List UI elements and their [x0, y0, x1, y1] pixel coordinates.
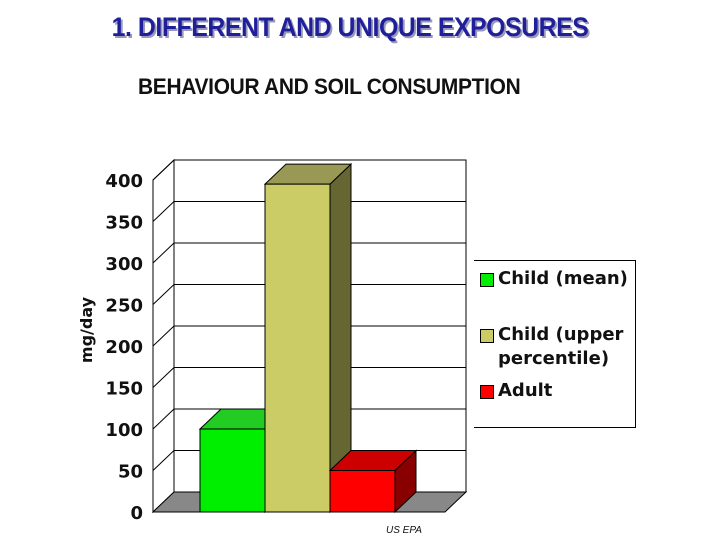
legend-item-child-upper: Child (upper percentile) — [480, 323, 630, 371]
gridline-side — [152, 201, 175, 222]
y-tick-label: 400 — [105, 171, 143, 192]
legend-swatch-child-mean — [480, 273, 494, 287]
slide-subtitle: BEHAVIOUR AND SOIL CONSUMPTION — [138, 74, 521, 99]
legend-swatch-child-upper — [480, 329, 494, 343]
legend-item-adult: Adult — [480, 379, 552, 403]
y-tick-label: 300 — [105, 254, 143, 275]
slide-title: 1. DIFFERENT AND UNIQUE EXPOSURES — [111, 12, 589, 42]
y-tick-label: 0 — [130, 503, 143, 524]
bar — [199, 428, 266, 513]
gridline-side — [152, 408, 175, 430]
y-axis-label: mg/day — [77, 296, 96, 363]
gridline-side — [152, 367, 175, 388]
y-tick-label: 100 — [105, 420, 143, 441]
legend-swatch-adult — [480, 385, 494, 399]
gridline-side — [152, 284, 175, 305]
legend-item-child-mean: Child (mean) — [480, 267, 628, 291]
legend-label-child-mean: Child (mean) — [498, 268, 628, 289]
gridline-side — [152, 450, 175, 471]
chart-legend: Child (mean) Child (upper percentile) Ad… — [474, 260, 636, 428]
y-tick-label: 150 — [105, 379, 143, 400]
gridline-side — [152, 325, 175, 347]
source-label: US EPA — [386, 525, 422, 536]
gridline-side — [152, 242, 175, 264]
legend-label-adult: Adult — [498, 380, 553, 401]
y-tick-label: 350 — [105, 213, 143, 234]
bar — [329, 470, 396, 513]
y-tick-label: 250 — [105, 296, 143, 317]
legend-label-child-upper: Child (upper percentile) — [498, 324, 624, 369]
gridline-side — [152, 159, 175, 181]
bar — [264, 183, 331, 513]
y-tick-label: 200 — [105, 337, 143, 358]
y-tick-label: 50 — [118, 462, 143, 483]
